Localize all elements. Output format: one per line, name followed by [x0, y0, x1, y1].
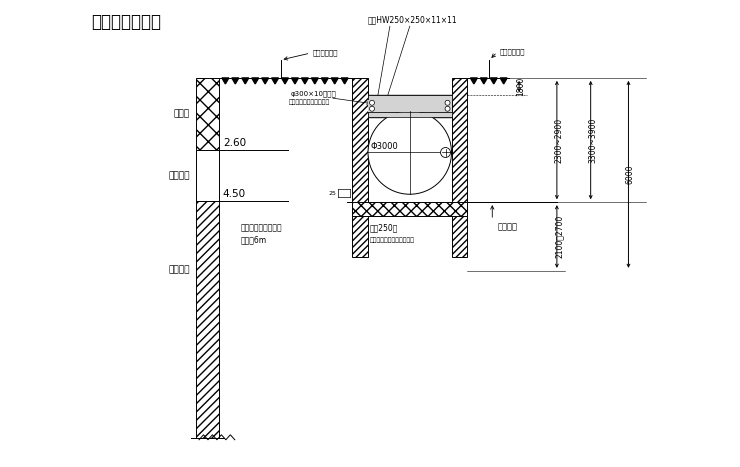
- Polygon shape: [321, 78, 329, 84]
- Circle shape: [445, 106, 450, 111]
- Text: 原有地面标高: 原有地面标高: [500, 49, 525, 56]
- Polygon shape: [301, 78, 309, 84]
- Bar: [352, 78, 368, 257]
- Text: 2300~2900: 2300~2900: [554, 118, 563, 163]
- Text: 3300~3900: 3300~3900: [588, 117, 597, 163]
- Text: 型鉢HW250×250×11×11: 型鉢HW250×250×11×11: [368, 15, 457, 24]
- Bar: [451, 78, 468, 257]
- Polygon shape: [281, 78, 289, 84]
- Text: 细砂层土: 细砂层土: [169, 171, 190, 180]
- Circle shape: [440, 148, 451, 157]
- Text: 2100～2700: 2100～2700: [554, 215, 563, 258]
- Text: 桨长约6m: 桨长约6m: [240, 235, 267, 244]
- Text: 6000: 6000: [626, 164, 635, 184]
- Polygon shape: [262, 78, 269, 84]
- Text: 杂填土: 杂填土: [174, 109, 190, 118]
- Bar: [196, 201, 219, 438]
- Bar: [352, 202, 468, 216]
- Circle shape: [445, 100, 450, 105]
- Polygon shape: [272, 78, 278, 84]
- Polygon shape: [341, 78, 348, 84]
- Text: 钒孔剪面示意图: 钒孔剪面示意图: [92, 14, 161, 31]
- Bar: [196, 78, 219, 149]
- Polygon shape: [222, 78, 229, 84]
- Polygon shape: [491, 78, 497, 84]
- Circle shape: [369, 100, 374, 105]
- Text: 管径250毫: 管径250毫: [370, 223, 398, 232]
- Text: 25: 25: [329, 191, 336, 196]
- Text: 自垫混凝土垫层标高: 自垫混凝土垫层标高: [240, 223, 283, 232]
- Text: 基础开掘后按实际文本列表: 基础开掘后按实际文本列表: [370, 237, 415, 243]
- Text: Φ3000: Φ3000: [371, 142, 399, 150]
- Text: 2.60: 2.60: [223, 137, 246, 148]
- Circle shape: [368, 111, 451, 194]
- Polygon shape: [471, 78, 477, 84]
- Text: φ300×10鈢套管: φ300×10鈢套管: [291, 91, 336, 98]
- Text: 螺旋管与鈢管的采用同等: 螺旋管与鈢管的采用同等: [289, 99, 330, 105]
- Text: 原有地面标高: 原有地面标高: [312, 50, 338, 57]
- Bar: [368, 112, 451, 117]
- Polygon shape: [242, 78, 249, 84]
- Bar: [368, 95, 451, 100]
- Bar: [196, 149, 219, 201]
- Polygon shape: [232, 78, 239, 84]
- Polygon shape: [312, 78, 318, 84]
- Polygon shape: [500, 78, 507, 84]
- Text: 1800: 1800: [517, 77, 525, 96]
- Polygon shape: [292, 78, 298, 84]
- Bar: [368, 100, 451, 112]
- Text: 4.50: 4.50: [223, 189, 246, 199]
- Polygon shape: [480, 78, 488, 84]
- Text: 开掘底面: 开掘底面: [497, 222, 517, 231]
- Polygon shape: [252, 78, 259, 84]
- Circle shape: [369, 106, 374, 111]
- Polygon shape: [332, 78, 338, 84]
- Text: 软质粘土: 软质粘土: [169, 265, 190, 274]
